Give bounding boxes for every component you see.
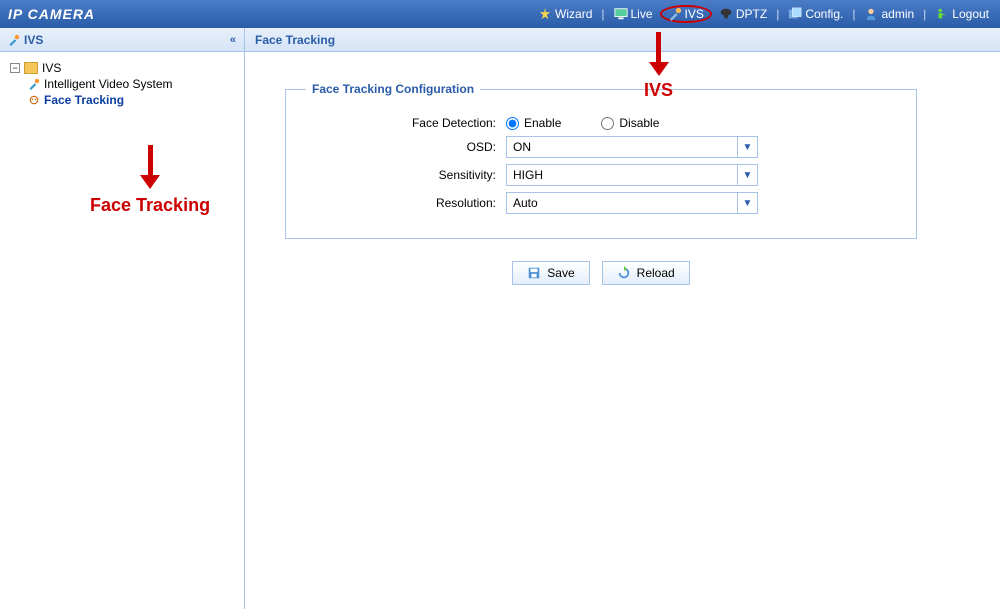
tree-item-face-tracking[interactable]: Face Tracking <box>10 92 234 108</box>
nav-ivs[interactable]: IVS <box>660 5 712 23</box>
top-nav: Wizard | Live IVS DPTZ | Config. <box>535 5 992 23</box>
tools-icon <box>8 34 20 46</box>
osd-select[interactable]: ON ▼ <box>506 136 758 158</box>
arrow-down-icon <box>140 145 160 189</box>
top-bar: IP CAMERA Wizard | Live IVS DPTZ <box>0 0 1000 28</box>
nav-logout-label: Logout <box>952 7 989 21</box>
nav-wizard[interactable]: Wizard <box>535 6 595 22</box>
user-icon <box>864 7 878 21</box>
app-title: IP CAMERA <box>8 6 95 22</box>
reload-icon <box>617 266 631 280</box>
resolution-select[interactable]: Auto ▼ <box>506 192 758 214</box>
sensitivity-value: HIGH <box>513 168 543 182</box>
radio-disable[interactable]: Disable <box>601 116 659 130</box>
nav-separator: | <box>852 7 855 21</box>
nav-separator: | <box>601 7 604 21</box>
annotation-top-text: IVS <box>644 80 673 101</box>
nav-config[interactable]: Config. <box>785 6 846 22</box>
monitor-icon <box>614 7 628 21</box>
logout-icon <box>935 7 949 21</box>
chevron-down-icon: ▼ <box>737 137 757 157</box>
chevron-down-icon: ▼ <box>737 193 757 213</box>
folder-icon <box>24 62 38 74</box>
expand-icon[interactable]: − <box>10 63 20 73</box>
sidebar-header: IVS « <box>0 28 244 52</box>
wand-icon <box>538 7 552 21</box>
camera-icon <box>719 7 733 21</box>
annotation-sidebar-text: Face Tracking <box>90 195 210 216</box>
row-face-detection: Face Detection: Enable Disable <box>306 116 896 130</box>
content-header: Face Tracking <box>245 28 1000 52</box>
annotation-sidebar: Face Tracking <box>90 145 210 216</box>
osd-value: ON <box>513 140 531 154</box>
nav-dptz[interactable]: DPTZ <box>716 6 770 22</box>
radio-disable-label: Disable <box>619 116 659 130</box>
nav-config-label: Config. <box>805 7 843 21</box>
nav-separator: | <box>923 7 926 21</box>
nav-separator: | <box>776 7 779 21</box>
face-icon <box>28 94 40 106</box>
arrow-down-icon <box>649 32 669 76</box>
sidebar-title: IVS <box>24 33 43 47</box>
content: Face Tracking Face Tracking Configuratio… <box>245 28 1000 609</box>
config-icon <box>788 7 802 21</box>
tree-root-label: IVS <box>42 61 61 75</box>
reload-button[interactable]: Reload <box>602 261 690 285</box>
row-sensitivity: Sensitivity: HIGH ▼ <box>306 164 896 186</box>
tree-item-label: Intelligent Video System <box>44 77 173 91</box>
collapse-button[interactable]: « <box>230 34 236 46</box>
face-detection-options: Enable Disable <box>506 116 659 130</box>
nav-logout[interactable]: Logout <box>932 6 992 22</box>
face-detection-label: Face Detection: <box>306 116 506 130</box>
chevron-down-icon: ▼ <box>737 165 757 185</box>
tree-item-label: Face Tracking <box>44 93 124 107</box>
sidebar: IVS « − IVS Intelligent Video System Fac… <box>0 28 245 609</box>
tree-item-ivs-system[interactable]: Intelligent Video System <box>10 76 234 92</box>
reload-button-label: Reload <box>637 266 675 280</box>
save-icon <box>527 266 541 280</box>
tools-icon <box>668 7 682 21</box>
save-button[interactable]: Save <box>512 261 589 285</box>
annotation-top: IVS <box>644 32 673 101</box>
radio-enable[interactable]: Enable <box>506 116 561 130</box>
radio-disable-input[interactable] <box>601 117 614 130</box>
nav-ivs-label: IVS <box>685 7 704 21</box>
sensitivity-select[interactable]: HIGH ▼ <box>506 164 758 186</box>
page-title: Face Tracking <box>255 33 335 47</box>
nav-live-label: Live <box>631 7 653 21</box>
nav-admin-label: admin <box>881 7 914 21</box>
nav-wizard-label: Wizard <box>555 7 592 21</box>
osd-label: OSD: <box>306 140 506 154</box>
content-body: Face Tracking Configuration Face Detecti… <box>245 52 1000 315</box>
save-button-label: Save <box>547 266 574 280</box>
radio-enable-label: Enable <box>524 116 561 130</box>
tree: − IVS Intelligent Video System Face Trac… <box>0 52 244 116</box>
tree-root[interactable]: − IVS <box>10 60 234 76</box>
resolution-value: Auto <box>513 196 538 210</box>
nav-admin[interactable]: admin <box>861 6 917 22</box>
radio-enable-input[interactable] <box>506 117 519 130</box>
main-layout: IVS « − IVS Intelligent Video System Fac… <box>0 28 1000 609</box>
nav-live[interactable]: Live <box>611 6 656 22</box>
resolution-label: Resolution: <box>306 196 506 210</box>
row-resolution: Resolution: Auto ▼ <box>306 192 896 214</box>
sensitivity-label: Sensitivity: <box>306 168 506 182</box>
fieldset-legend: Face Tracking Configuration <box>306 82 480 96</box>
row-osd: OSD: ON ▼ <box>306 136 896 158</box>
button-row: Save Reload <box>285 261 917 285</box>
nav-dptz-label: DPTZ <box>736 7 767 21</box>
tools-icon <box>28 78 40 90</box>
config-fieldset: Face Tracking Configuration Face Detecti… <box>285 82 917 239</box>
